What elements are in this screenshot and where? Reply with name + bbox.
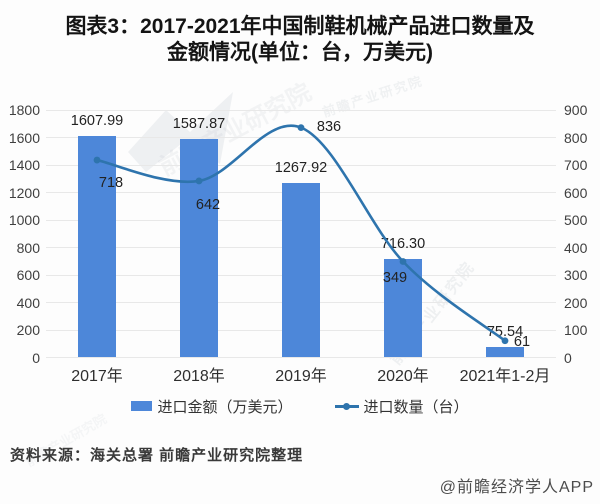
y-axis-tick-left: 0 — [32, 349, 40, 366]
y-axis-tick-left: 600 — [16, 267, 40, 283]
line-marker-icon — [334, 402, 359, 410]
y-axis-tick-right: 700 — [564, 157, 588, 173]
x-axis-label: 2021年1-2月 — [459, 368, 551, 385]
y-axis-tick-right: 500 — [564, 212, 588, 228]
line-point-label: 61 — [513, 333, 531, 350]
gridline — [46, 357, 556, 358]
y-axis-tick-right: 400 — [564, 239, 588, 256]
credit-text: @前瞻经济学人APP — [439, 479, 594, 496]
bar — [180, 139, 218, 358]
gridline — [46, 137, 556, 138]
y-axis-tick-right: 900 — [564, 102, 588, 118]
y-axis-tick-left: 1800 — [8, 102, 40, 118]
chart-title-line2: 金额情况(单位：台，万美元) — [167, 41, 433, 64]
legend-label-import-quantity: 进口数量（台） — [363, 398, 469, 416]
bar-swatch-icon — [131, 401, 153, 411]
line-point-label: 642 — [195, 196, 221, 213]
y-axis-tick-right: 600 — [564, 184, 588, 201]
y-axis-tick-left: 800 — [16, 239, 40, 256]
y-axis-tick-right: 0 — [564, 349, 572, 366]
y-axis-tick-left: 1400 — [8, 157, 40, 173]
y-axis-tick-right: 200 — [564, 294, 588, 311]
bar-label: 1587.87 — [172, 116, 226, 133]
legend-item-import-amount: 进口金额（万美元） — [131, 396, 293, 417]
bar — [282, 183, 320, 358]
bar — [78, 136, 116, 358]
legend-item-import-quantity: 进口数量（台） — [334, 396, 469, 417]
x-axis-label: 2017年 — [71, 368, 123, 385]
y-axis-tick-right: 300 — [564, 267, 588, 283]
y-axis-tick-left: 1600 — [8, 129, 40, 146]
y-axis-tick-left: 1200 — [8, 184, 40, 201]
legend-label-import-amount: 进口金额（万美元） — [157, 398, 293, 416]
line-point-label: 718 — [98, 175, 124, 192]
page-title: 图表3：2017-2021年中国制鞋机械产品进口数量及 金额情况(单位：台，万美… — [0, 14, 600, 66]
gridline — [46, 109, 556, 111]
line-point-label: 349 — [382, 269, 408, 286]
y-axis-tick-left: 400 — [16, 294, 40, 311]
y-axis-tick-right: 800 — [564, 129, 588, 146]
chart-legend: 进口金额（万美元） 进口数量（台） — [0, 396, 600, 416]
x-axis-label: 2018年 — [173, 368, 225, 385]
y-axis-tick-left: 1000 — [8, 212, 40, 228]
line-point-label: 836 — [316, 118, 342, 135]
source-text: 资料来源：海关总署 前瞻产业研究院整理 — [10, 447, 304, 464]
bar — [486, 347, 524, 358]
y-axis-tick-left: 200 — [16, 322, 40, 338]
x-axis-label: 2019年 — [275, 368, 327, 385]
y-axis-tick-right: 100 — [564, 322, 588, 338]
bar-label: 716.30 — [380, 236, 426, 252]
chart-title-line1: 图表3：2017-2021年中国制鞋机械产品进口数量及 — [65, 15, 535, 38]
bar-label: 1607.99 — [70, 113, 124, 130]
bar-label: 1267.92 — [274, 160, 328, 177]
line-dot-icon — [342, 402, 350, 410]
x-axis-label: 2020年 — [377, 368, 429, 385]
